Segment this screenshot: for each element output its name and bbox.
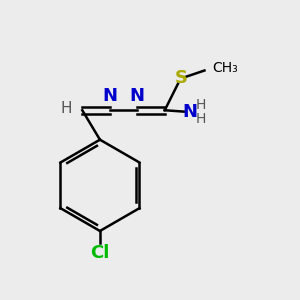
Text: S: S bbox=[174, 69, 188, 87]
Text: Cl: Cl bbox=[90, 244, 110, 262]
Text: CH₃: CH₃ bbox=[212, 61, 238, 75]
Text: N: N bbox=[182, 103, 197, 121]
Text: H: H bbox=[196, 98, 206, 112]
Text: N: N bbox=[103, 87, 118, 105]
Text: H: H bbox=[196, 112, 206, 126]
Text: N: N bbox=[129, 87, 144, 105]
Text: H: H bbox=[60, 101, 72, 116]
